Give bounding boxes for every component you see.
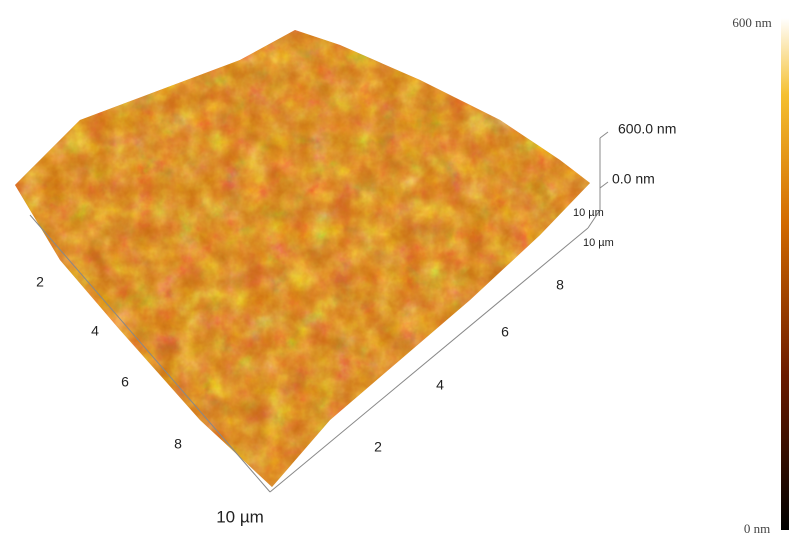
left-tick-label: 2	[36, 274, 44, 290]
right-tick-label: 8	[556, 277, 564, 293]
z-tick	[600, 182, 608, 188]
z-tick	[600, 132, 608, 138]
afm-image: 600 nm 0 nm 600.0 nm 0.0 nm 10 µm 10 µm …	[0, 0, 793, 543]
right-tick-label: 6	[501, 324, 509, 340]
surface-texture	[15, 30, 590, 487]
left-tick-label: 8	[174, 436, 182, 452]
colorbar-max: 600 nm	[732, 15, 771, 30]
right-tick-label: 2	[374, 439, 382, 455]
left-tick-label: 6	[121, 374, 129, 390]
z-top-label: 600.0 nm	[618, 121, 676, 137]
corner-label: 10 µm	[573, 207, 604, 219]
colorbar	[781, 18, 789, 530]
colorbar-min: 0 nm	[744, 521, 770, 536]
left-axis-end: 10 µm	[216, 507, 264, 526]
corner-label: 10 µm	[583, 237, 614, 249]
right-tick-label: 4	[436, 377, 444, 393]
surface	[15, 30, 590, 487]
z-bottom-label: 0.0 nm	[612, 171, 655, 187]
left-tick-label: 4	[91, 323, 99, 339]
